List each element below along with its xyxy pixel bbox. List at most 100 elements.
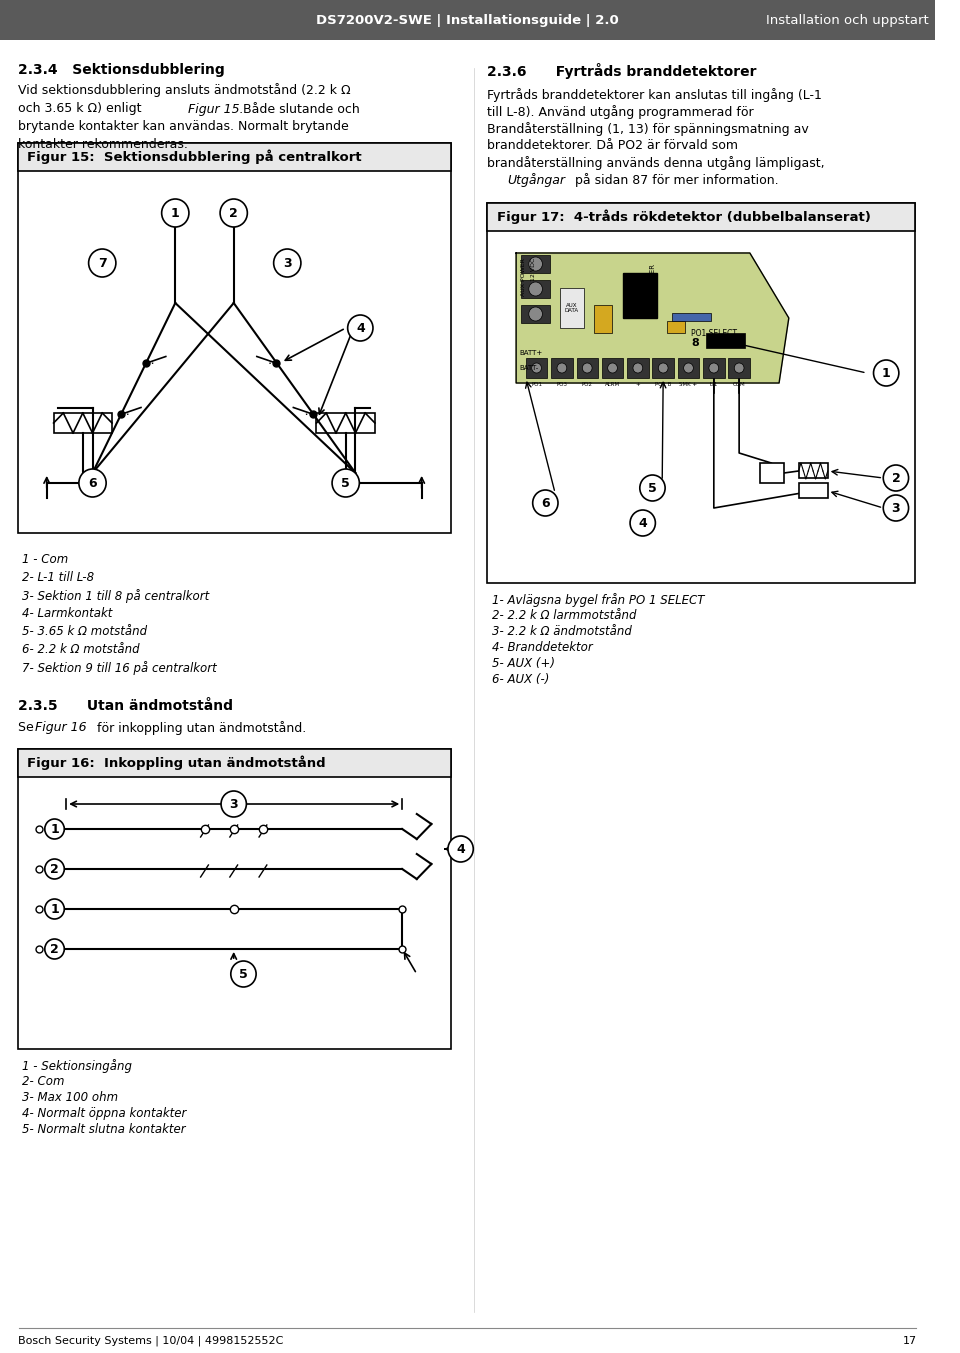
Text: för inkoppling utan ändmotstånd.: för inkoppling utan ändmotstånd. bbox=[93, 721, 307, 735]
Bar bbox=[594, 304, 612, 333]
Text: AUX POWER: AUX POWER bbox=[521, 258, 526, 296]
Text: 2.3.5      Utan ändmotstånd: 2.3.5 Utan ändmotstånd bbox=[17, 700, 232, 713]
Text: PO3: PO3 bbox=[557, 382, 567, 387]
Text: COM: COM bbox=[732, 382, 746, 387]
Text: branddetektorer. Då PO2 är förvald som: branddetektorer. Då PO2 är förvald som bbox=[487, 139, 738, 152]
Bar bbox=[521, 280, 550, 298]
Bar bbox=[627, 359, 649, 377]
Circle shape bbox=[633, 363, 643, 373]
Text: Utgångar: Utgångar bbox=[508, 173, 565, 187]
Circle shape bbox=[639, 475, 665, 501]
Text: 4- Normalt öppna kontakter: 4- Normalt öppna kontakter bbox=[22, 1107, 187, 1120]
Bar bbox=[672, 313, 711, 321]
Text: 1: 1 bbox=[50, 902, 59, 916]
Bar bbox=[678, 359, 699, 377]
Text: 2.3.4   Sektionsdubblering: 2.3.4 Sektionsdubblering bbox=[17, 64, 225, 77]
Text: brandåterställning används denna utgång lämpligast,: brandåterställning används denna utgång … bbox=[487, 156, 825, 170]
Circle shape bbox=[557, 363, 566, 373]
Text: 1: 1 bbox=[882, 367, 891, 379]
Text: 1- Avlägsna bygel från PO 1 SELECT: 1- Avlägsna bygel från PO 1 SELECT bbox=[492, 593, 704, 607]
Text: L-1: L-1 bbox=[709, 382, 718, 387]
Bar bbox=[551, 359, 572, 377]
Text: 5: 5 bbox=[239, 967, 248, 981]
Bar bbox=[560, 288, 585, 327]
Circle shape bbox=[659, 363, 668, 373]
Text: Bosch Security Systems | 10/04 | 4998152552C: Bosch Security Systems | 10/04 | 4998152… bbox=[17, 1335, 283, 1346]
Bar bbox=[526, 359, 547, 377]
Text: 5: 5 bbox=[342, 476, 350, 490]
Bar bbox=[759, 463, 784, 483]
Bar bbox=[706, 333, 745, 348]
Text: 3- Sektion 1 till 8 på centralkort: 3- Sektion 1 till 8 på centralkort bbox=[22, 589, 209, 603]
Text: 3: 3 bbox=[229, 797, 238, 810]
Text: 3- 2.2 k Ω ändmotstånd: 3- 2.2 k Ω ändmotstånd bbox=[492, 625, 632, 639]
Text: 5- AUX (+): 5- AUX (+) bbox=[492, 658, 555, 670]
Circle shape bbox=[874, 360, 899, 386]
Bar bbox=[17, 750, 451, 777]
Bar bbox=[487, 203, 916, 583]
Text: SMK +: SMK + bbox=[680, 382, 698, 387]
Text: 3: 3 bbox=[283, 257, 292, 269]
FancyBboxPatch shape bbox=[54, 413, 112, 433]
Circle shape bbox=[608, 363, 617, 373]
Text: DS7200V2-SWE | Installationsguide | 2.0: DS7200V2-SWE | Installationsguide | 2.0 bbox=[316, 14, 619, 27]
Text: 17: 17 bbox=[903, 1335, 918, 1346]
Text: BATT+: BATT+ bbox=[519, 350, 542, 356]
Bar bbox=[17, 143, 451, 170]
Text: 7- Sektion 9 till 16 på centralkort: 7- Sektion 9 till 16 på centralkort bbox=[22, 662, 217, 675]
Text: Installation och uppstart: Installation och uppstart bbox=[766, 14, 928, 27]
Text: INSTALLER: INSTALLER bbox=[650, 262, 656, 300]
Text: 6: 6 bbox=[88, 476, 97, 490]
Text: Vid sektionsdubblering ansluts ändmotstånd (2.2 k Ω
och 3.65 k Ω) enligt: Vid sektionsdubblering ansluts ändmotstå… bbox=[17, 83, 350, 115]
Text: PO1: PO1 bbox=[531, 382, 542, 387]
Text: 2- L-1 till L-8: 2- L-1 till L-8 bbox=[22, 571, 94, 584]
Text: 4- Larmkontakt: 4- Larmkontakt bbox=[22, 607, 112, 620]
Bar bbox=[729, 359, 750, 377]
Text: 2: 2 bbox=[892, 471, 900, 484]
Circle shape bbox=[734, 363, 744, 373]
Circle shape bbox=[45, 819, 64, 839]
Circle shape bbox=[45, 898, 64, 919]
Circle shape bbox=[684, 363, 693, 373]
Text: AUX
DATA: AUX DATA bbox=[564, 303, 579, 314]
Circle shape bbox=[529, 281, 542, 296]
Text: till L-8). Använd utgång programmerad för: till L-8). Använd utgång programmerad fö… bbox=[487, 106, 754, 119]
Circle shape bbox=[45, 939, 64, 959]
Text: Brandåterställning (1, 13) för spänningsmatning av: Brandåterställning (1, 13) för spännings… bbox=[487, 122, 808, 135]
Circle shape bbox=[221, 792, 247, 817]
Circle shape bbox=[220, 199, 248, 227]
Polygon shape bbox=[516, 253, 789, 383]
Text: Fyrtråds branddetektorer kan anslutas till ingång (L-1: Fyrtråds branddetektorer kan anslutas ti… bbox=[487, 88, 822, 101]
Text: 6- 2.2 k Ω motstånd: 6- 2.2 k Ω motstånd bbox=[22, 643, 140, 656]
Bar bbox=[521, 304, 550, 323]
Bar bbox=[577, 359, 598, 377]
Text: 3: 3 bbox=[892, 502, 900, 514]
Text: +: + bbox=[636, 382, 640, 387]
Text: PO1 B: PO1 B bbox=[655, 382, 671, 387]
Text: 2: 2 bbox=[50, 862, 59, 875]
Text: 2: 2 bbox=[50, 943, 59, 955]
Circle shape bbox=[230, 961, 256, 986]
Bar bbox=[623, 273, 658, 318]
Text: PO1 SELECT: PO1 SELECT bbox=[691, 329, 737, 337]
Text: Både slutande och: Både slutande och bbox=[239, 103, 359, 116]
Text: brytande kontakter kan användas. Normalt brytande
kontakter rekommenderas.: brytande kontakter kan användas. Normalt… bbox=[17, 120, 348, 152]
Text: 4: 4 bbox=[456, 843, 465, 855]
Text: Figur 15.: Figur 15. bbox=[188, 103, 244, 116]
Text: 2- 2.2 k Ω larmmotstånd: 2- 2.2 k Ω larmmotstånd bbox=[492, 609, 636, 622]
Bar bbox=[653, 359, 674, 377]
Text: 5: 5 bbox=[648, 482, 657, 494]
Circle shape bbox=[708, 363, 719, 373]
Circle shape bbox=[532, 363, 541, 373]
Text: 4: 4 bbox=[356, 322, 365, 334]
Circle shape bbox=[533, 490, 558, 515]
Bar bbox=[799, 463, 828, 478]
Text: 6: 6 bbox=[541, 497, 550, 510]
Bar bbox=[521, 254, 550, 273]
Text: 1: 1 bbox=[50, 823, 59, 836]
Circle shape bbox=[448, 836, 473, 862]
Circle shape bbox=[883, 465, 908, 491]
Bar bbox=[602, 359, 623, 377]
Text: på sidan 87 för mer information.: på sidan 87 för mer information. bbox=[570, 173, 779, 187]
Text: Figur 16:  Inkoppling utan ändmotstånd: Figur 16: Inkoppling utan ändmotstånd bbox=[27, 756, 325, 770]
